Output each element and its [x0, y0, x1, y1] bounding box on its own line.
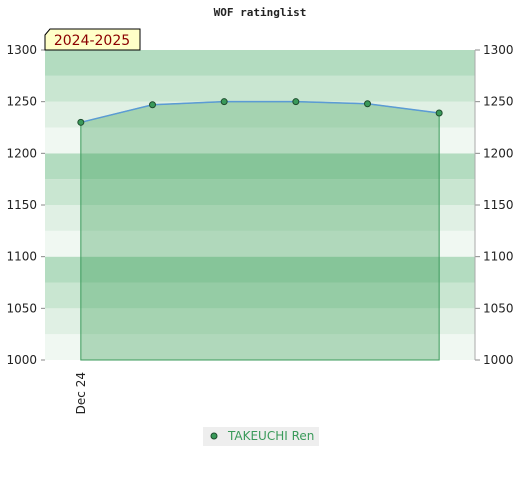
point [77, 118, 85, 126]
area [80, 101, 440, 361]
background-band [45, 127, 475, 154]
legend-marker [210, 432, 218, 440]
legend: TAKEUCHI Ren [203, 427, 319, 446]
point [435, 109, 443, 117]
annotation: 2024-2025 [44, 28, 141, 51]
background-band [45, 50, 475, 76]
y2-tick-label: 1250 [483, 95, 514, 109]
x-tick-label: Dec 24 [74, 372, 88, 414]
y-tick-label: 1050 [6, 301, 37, 315]
background-band [45, 153, 475, 180]
y-tick-label: 1100 [6, 250, 37, 264]
y-tick-label: 1200 [6, 146, 37, 160]
y-tick-label: 1300 [6, 43, 37, 57]
point [220, 98, 228, 106]
background-band [45, 179, 475, 205]
chart-title: WOF ratinglist [214, 6, 307, 19]
point [292, 98, 300, 106]
background-band [45, 308, 475, 335]
annotation-box [44, 28, 141, 51]
background-band [45, 75, 475, 102]
y-tick-label: 1000 [6, 353, 37, 367]
y-tick-label: 1250 [6, 95, 37, 109]
annotation-label: 2024-2025 [54, 33, 130, 49]
y-tick-label: 1150 [6, 198, 37, 212]
line [80, 100, 440, 124]
y2-tick-label: 1200 [483, 146, 514, 160]
point [364, 100, 371, 108]
background-band [45, 101, 475, 128]
y2-tick-label: 1050 [483, 301, 514, 315]
background-band [45, 230, 475, 257]
background-band [45, 256, 475, 283]
point [149, 101, 156, 109]
legend-label: TAKEUCHI Ren [227, 429, 314, 443]
y2-tick-label: 1000 [483, 353, 514, 367]
background-band [45, 282, 475, 309]
y2-tick-label: 1150 [483, 198, 514, 212]
background-band [45, 334, 475, 360]
y2-tick-label: 1100 [483, 250, 514, 264]
background-band [45, 205, 475, 231]
legend-box [203, 427, 319, 446]
y2-tick-label: 1300 [483, 43, 514, 57]
